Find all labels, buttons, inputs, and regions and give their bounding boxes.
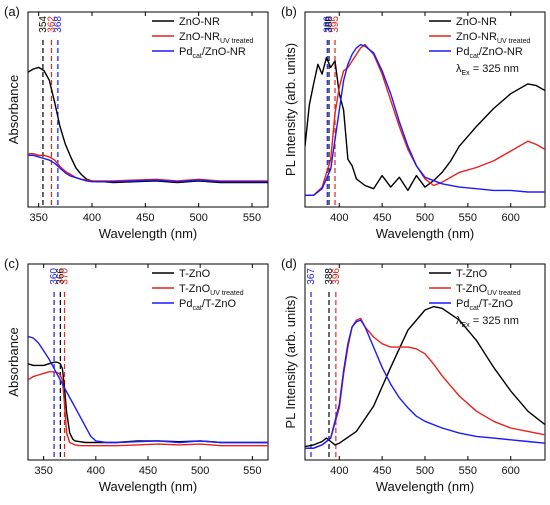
plot-frame — [27, 11, 269, 208]
x-axis-label: Wavelength (nm) — [376, 479, 475, 494]
legend-label-2: T-ZnOUV treated — [179, 283, 244, 297]
x-axis-label: Wavelength (nm) — [376, 226, 475, 241]
y-axis-label: Absorbance — [6, 327, 21, 396]
y-axis-label: Absorbance — [6, 75, 21, 144]
legend-label-1: ZnO-NR — [456, 16, 497, 28]
legend-label-1: T-ZnO — [179, 268, 211, 280]
x-tick-label: 550 — [243, 212, 261, 224]
marker-label-366: 366 — [55, 268, 66, 285]
marker-label-367: 367 — [306, 268, 317, 285]
series-line-1 — [305, 57, 545, 192]
series-group — [28, 66, 268, 184]
x-tick-label: 550 — [459, 465, 477, 477]
x-tick-label: 450 — [136, 212, 154, 224]
panel-b: 400 450 500 550 600 Wavelength (nm) PL Intensi… — [281, 4, 546, 241]
marker-label-354: 354 — [38, 16, 49, 33]
excitation-annotation: λEx = 325 nm — [456, 315, 519, 329]
legend-label-3: Pdcat/ZnO-NR — [456, 46, 523, 60]
x-tick-label: 550 — [459, 212, 477, 224]
panel-d: 400 450 500 550 600 Wavelength (nm) PL Intensi… — [281, 256, 546, 494]
legend-label-2: T-ZnOUV treated — [456, 283, 521, 297]
legend-label-1: ZnO-NR — [179, 16, 220, 28]
series-line-2 — [28, 371, 268, 447]
panel-letter: (c) — [4, 256, 19, 271]
marker-label-388: 388 — [324, 268, 335, 285]
x-tick-label: 450 — [373, 465, 391, 477]
x-axis-label: Wavelength (nm) — [99, 226, 198, 241]
legend-label-2: ZnO-NRUV treated — [456, 31, 531, 45]
series-group — [305, 305, 545, 449]
panel-a: 350 400 450 500 550 Wavelength (nm) Absorbance… — [4, 4, 269, 241]
series-line-1 — [28, 66, 268, 184]
x-tick-label: 600 — [502, 212, 520, 224]
legend-label-3: Pdcat/ZnO-NR — [179, 46, 246, 60]
marker-label-362: 362 — [46, 16, 57, 33]
legend-label-3: Pdcat/T-ZnO — [179, 298, 236, 312]
x-tick-label: 350 — [34, 465, 52, 477]
series-line-3 — [28, 154, 268, 183]
x-tick-label: 550 — [243, 465, 261, 477]
marker-label-360: 360 — [49, 268, 60, 285]
x-tick-label: 400 — [330, 212, 348, 224]
excitation-annotation: λEx = 325 nm — [456, 63, 519, 77]
marker-label-386: 386 — [322, 16, 333, 33]
series-group — [28, 335, 268, 447]
x-tick-label: 500 — [189, 212, 207, 224]
x-tick-label: 500 — [416, 465, 434, 477]
marker-label-370: 370 — [60, 268, 71, 285]
series-line-2 — [28, 153, 268, 182]
x-axis-label: Wavelength (nm) — [99, 479, 198, 494]
marker-label-396: 396 — [331, 268, 342, 285]
panel-c: 350 400 450 500 550 Wavelength (nm) Absorbance… — [4, 256, 269, 494]
x-tick-label: 600 — [502, 465, 520, 477]
series-line-3 — [305, 43, 545, 196]
x-tick-label: 350 — [29, 212, 47, 224]
series-line-2 — [305, 43, 545, 196]
legend-label-1: T-ZnO — [456, 268, 488, 280]
y-axis-label: PL Intensity (arb. units) — [283, 43, 298, 176]
x-tick-label: 450 — [139, 465, 157, 477]
series-line-3 — [28, 335, 268, 444]
x-tick-label: 500 — [191, 465, 209, 477]
x-tick-label: 400 — [87, 465, 105, 477]
legend-label-3: Pdcat/T-ZnO — [456, 298, 513, 312]
series-line-2 — [305, 317, 545, 449]
panel-letter: (d) — [281, 256, 297, 271]
marker-label-368: 368 — [53, 16, 64, 33]
marker-label-395: 395 — [330, 16, 341, 33]
x-tick-label: 500 — [416, 212, 434, 224]
series-line-3 — [305, 319, 545, 449]
x-tick-label: 400 — [330, 465, 348, 477]
marker-label-388: 388 — [324, 16, 335, 33]
panel-letter: (a) — [4, 4, 20, 19]
panel-letter: (b) — [281, 4, 297, 19]
series-line-1 — [305, 305, 545, 448]
series-group — [305, 43, 545, 196]
y-axis-label: PL Intensity (arb. units) — [283, 295, 298, 428]
legend-label-2: ZnO-NRUV treated — [179, 31, 254, 45]
x-tick-label: 450 — [373, 212, 391, 224]
x-tick-label: 400 — [83, 212, 101, 224]
